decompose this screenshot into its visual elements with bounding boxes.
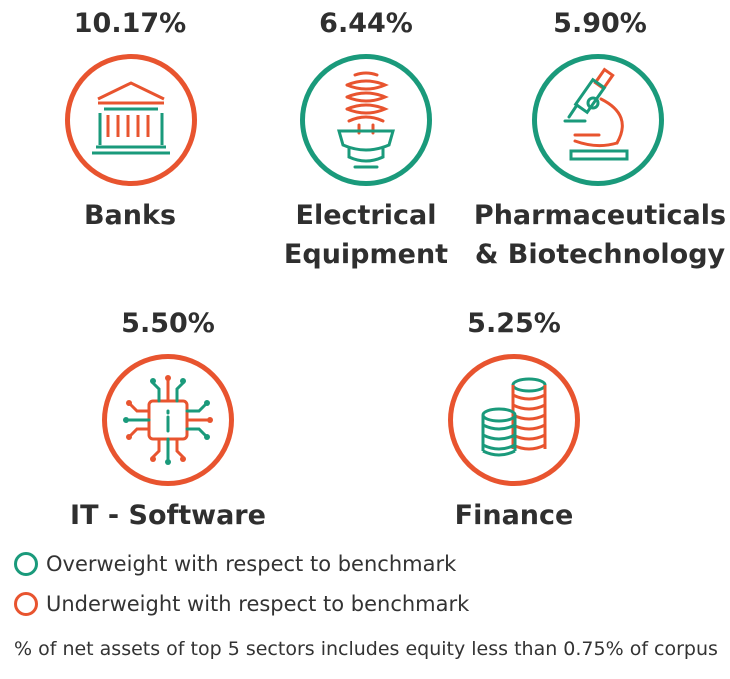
overweight-ring <box>532 54 664 186</box>
data-label-banks: 10.17% <box>73 8 187 39</box>
sector-electrical-equipment: 6.44% Electrical Equipment <box>276 0 456 280</box>
legend-label-overweight: Overweight with respect to benchmark <box>46 552 457 576</box>
category-label-finance: Finance <box>454 500 574 531</box>
underweight-swatch <box>14 592 38 616</box>
legend-label-underweight: Underweight with respect to benchmark <box>46 592 470 616</box>
data-label-finance: 5.25% <box>467 308 561 339</box>
light-bulb-icon <box>337 71 395 169</box>
legend-item-underweight: Underweight with respect to benchmark <box>14 592 469 616</box>
chip-icon <box>123 375 213 465</box>
overweight-swatch <box>14 552 38 576</box>
category-label-banks: Banks <box>83 200 177 231</box>
sector-banks: 10.17% Banks <box>40 0 220 240</box>
underweight-ring <box>102 354 234 486</box>
data-label-pharmaceuticals-biotechnology: 5.90% <box>553 8 647 39</box>
underweight-ring <box>65 54 197 186</box>
microscope-icon <box>563 67 629 161</box>
sector-pharmaceuticals-biotechnology: 5.90% Pharmaceuticals & Biotechnology <box>470 0 730 280</box>
category-label-it-software: IT - Software <box>70 500 266 531</box>
overweight-ring <box>300 54 432 186</box>
sector-finance: 5.25% Finance <box>424 300 604 540</box>
underweight-ring <box>448 354 580 486</box>
sector-it-software: 5.50% <box>70 300 266 540</box>
category-label-electrical-equipment: Electrical Equipment <box>283 200 449 270</box>
coins-icon <box>481 377 547 457</box>
category-label-pharmaceuticals-biotechnology: Pharmaceuticals & Biotechnology <box>473 200 727 270</box>
data-label-it-software: 5.50% <box>121 308 215 339</box>
bank-icon <box>92 81 170 155</box>
footnote: % of net assets of top 5 sectors include… <box>14 638 718 660</box>
legend-item-overweight: Overweight with respect to benchmark <box>14 552 456 576</box>
data-label-electrical-equipment: 6.44% <box>319 8 413 39</box>
